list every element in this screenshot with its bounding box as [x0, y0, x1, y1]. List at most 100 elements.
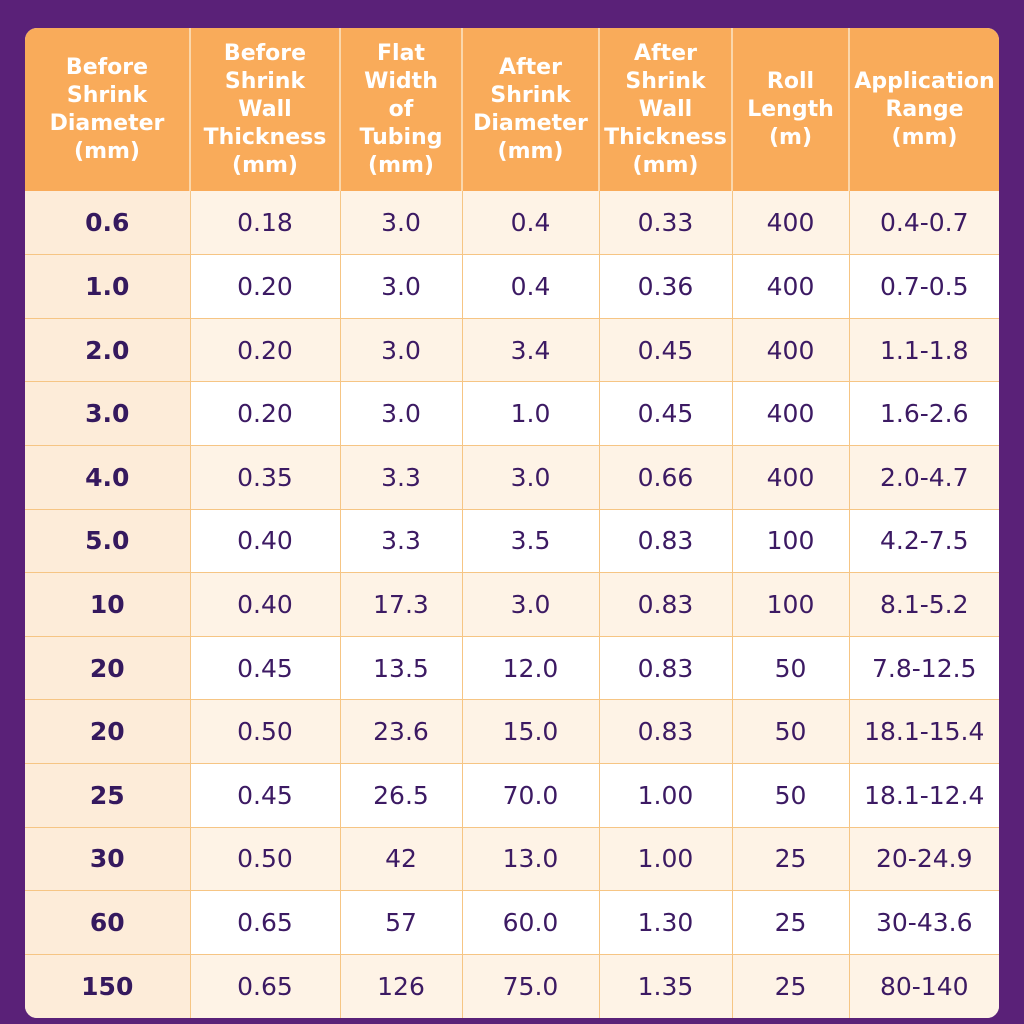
after-shrink-wall-thickness-cell: 1.35 — [599, 954, 733, 1018]
roll-length-cell: 50 — [732, 636, 850, 701]
application-range-cell: 80-140 — [849, 954, 999, 1018]
table-row: 5.0 0.40 3.3 3.5 0.83 100 4.2-7.5 — [25, 509, 999, 574]
after-shrink-diameter-cell: 13.0 — [462, 827, 600, 892]
before-shrink-wall-thickness-cell: 0.45 — [190, 763, 341, 828]
before-shrink-wall-thickness-cell: 0.35 — [190, 445, 341, 510]
before-shrink-diameter-cell: 4.0 — [25, 445, 191, 510]
before-shrink-wall-thickness-cell: 0.20 — [190, 318, 341, 383]
flat-width-cell: 3.0 — [340, 381, 463, 446]
after-shrink-wall-thickness-cell: 1.00 — [599, 763, 733, 828]
application-range-cell: 0.7-0.5 — [849, 254, 999, 319]
roll-length-cell: 400 — [732, 318, 850, 383]
roll-length-cell: 25 — [732, 827, 850, 892]
before-shrink-wall-thickness-cell: 0.40 — [190, 572, 341, 637]
before-shrink-diameter-cell: 5.0 — [25, 509, 191, 574]
flat-width-cell: 3.3 — [340, 509, 463, 574]
before-shrink-wall-thickness-cell: 0.20 — [190, 381, 341, 446]
before-shrink-diameter-cell: 0.6 — [25, 191, 191, 256]
after-shrink-wall-thickness-cell: 1.00 — [599, 827, 733, 892]
flat-width-cell: 3.3 — [340, 445, 463, 510]
before-shrink-diameter-cell: 150 — [25, 954, 191, 1018]
flat-width-cell: 126 — [340, 954, 463, 1018]
before-shrink-diameter-cell: 20 — [25, 636, 191, 701]
after-shrink-wall-thickness-cell: 0.83 — [599, 636, 733, 701]
after-shrink-diameter-cell: 3.4 — [462, 318, 600, 383]
after-shrink-diameter-cell: 3.0 — [462, 572, 600, 637]
table-row: 150 0.65 126 75.0 1.35 25 80-140 — [25, 954, 999, 1018]
flat-width-cell: 13.5 — [340, 636, 463, 701]
flat-width-cell: 57 — [340, 890, 463, 955]
before-shrink-wall-thickness-cell: 0.40 — [190, 509, 341, 574]
after-shrink-diameter-cell: 0.4 — [462, 254, 600, 319]
after-shrink-wall-thickness-cell: 0.83 — [599, 509, 733, 574]
application-range-cell: 7.8-12.5 — [849, 636, 999, 701]
after-shrink-wall-thickness-cell: 0.83 — [599, 572, 733, 637]
before-shrink-diameter-cell: 25 — [25, 763, 191, 828]
after-shrink-diameter-cell: 75.0 — [462, 954, 600, 1018]
before-shrink-wall-thickness-cell: 0.20 — [190, 254, 341, 319]
spec-table-card: Before Shrink Diameter (mm) Before Shrin… — [25, 28, 999, 1018]
flat-width-cell: 23.6 — [340, 699, 463, 764]
application-range-cell: 0.4-0.7 — [849, 191, 999, 256]
before-shrink-wall-thickness-cell: 0.45 — [190, 636, 341, 701]
table-row: 3.0 0.20 3.0 1.0 0.45 400 1.6-2.6 — [25, 381, 999, 446]
before-shrink-wall-thickness-cell: 0.65 — [190, 954, 341, 1018]
before-shrink-diameter-cell: 60 — [25, 890, 191, 955]
after-shrink-diameter-cell: 12.0 — [462, 636, 600, 701]
application-range-cell: 30-43.6 — [849, 890, 999, 955]
heat-shrink-spec-table: Before Shrink Diameter (mm) Before Shrin… — [25, 28, 999, 1018]
before-shrink-wall-thickness-cell: 0.50 — [190, 699, 341, 764]
header-roll-length: Roll Length (m) — [732, 28, 850, 191]
table-row: 4.0 0.35 3.3 3.0 0.66 400 2.0-4.7 — [25, 445, 999, 510]
roll-length-cell: 50 — [732, 699, 850, 764]
header-application-range: Application Range (mm) — [849, 28, 999, 191]
after-shrink-diameter-cell: 3.5 — [462, 509, 600, 574]
after-shrink-diameter-cell: 15.0 — [462, 699, 600, 764]
before-shrink-wall-thickness-cell: 0.65 — [190, 890, 341, 955]
flat-width-cell: 17.3 — [340, 572, 463, 637]
application-range-cell: 8.1-5.2 — [849, 572, 999, 637]
before-shrink-diameter-cell: 10 — [25, 572, 191, 637]
before-shrink-wall-thickness-cell: 0.50 — [190, 827, 341, 892]
after-shrink-diameter-cell: 70.0 — [462, 763, 600, 828]
table-row: 25 0.45 26.5 70.0 1.00 50 18.1-12.4 — [25, 763, 999, 828]
header-before-shrink-wall-thickness: Before Shrink Wall Thickness (mm) — [190, 28, 341, 191]
flat-width-cell: 3.0 — [340, 318, 463, 383]
after-shrink-wall-thickness-cell: 0.83 — [599, 699, 733, 764]
before-shrink-diameter-cell: 2.0 — [25, 318, 191, 383]
application-range-cell: 1.1-1.8 — [849, 318, 999, 383]
application-range-cell: 1.6-2.6 — [849, 381, 999, 446]
after-shrink-diameter-cell: 60.0 — [462, 890, 600, 955]
after-shrink-wall-thickness-cell: 0.45 — [599, 381, 733, 446]
header-before-shrink-diameter: Before Shrink Diameter (mm) — [25, 28, 191, 191]
before-shrink-wall-thickness-cell: 0.18 — [190, 191, 341, 256]
after-shrink-diameter-cell: 3.0 — [462, 445, 600, 510]
roll-length-cell: 400 — [732, 254, 850, 319]
table-row: 30 0.50 42 13.0 1.00 25 20-24.9 — [25, 827, 999, 892]
flat-width-cell: 26.5 — [340, 763, 463, 828]
application-range-cell: 18.1-15.4 — [849, 699, 999, 764]
roll-length-cell: 400 — [732, 445, 850, 510]
table-row: 1.0 0.20 3.0 0.4 0.36 400 0.7-0.5 — [25, 254, 999, 319]
header-after-shrink-wall-thickness: After Shrink Wall Thickness (mm) — [599, 28, 733, 191]
roll-length-cell: 400 — [732, 381, 850, 446]
application-range-cell: 4.2-7.5 — [849, 509, 999, 574]
flat-width-cell: 3.0 — [340, 254, 463, 319]
after-shrink-wall-thickness-cell: 0.66 — [599, 445, 733, 510]
table-row: 0.6 0.18 3.0 0.4 0.33 400 0.4-0.7 — [25, 191, 999, 256]
after-shrink-wall-thickness-cell: 1.30 — [599, 890, 733, 955]
roll-length-cell: 100 — [732, 509, 850, 574]
after-shrink-diameter-cell: 1.0 — [462, 381, 600, 446]
header-after-shrink-diameter: After Shrink Diameter (mm) — [462, 28, 600, 191]
header-flat-width: Flat Width of Tubing (mm) — [340, 28, 463, 191]
roll-length-cell: 25 — [732, 890, 850, 955]
table-row: 10 0.40 17.3 3.0 0.83 100 8.1-5.2 — [25, 572, 999, 637]
header-row: Before Shrink Diameter (mm) Before Shrin… — [25, 28, 999, 191]
before-shrink-diameter-cell: 1.0 — [25, 254, 191, 319]
roll-length-cell: 100 — [732, 572, 850, 637]
application-range-cell: 2.0-4.7 — [849, 445, 999, 510]
before-shrink-diameter-cell: 30 — [25, 827, 191, 892]
before-shrink-diameter-cell: 20 — [25, 699, 191, 764]
roll-length-cell: 50 — [732, 763, 850, 828]
application-range-cell: 18.1-12.4 — [849, 763, 999, 828]
